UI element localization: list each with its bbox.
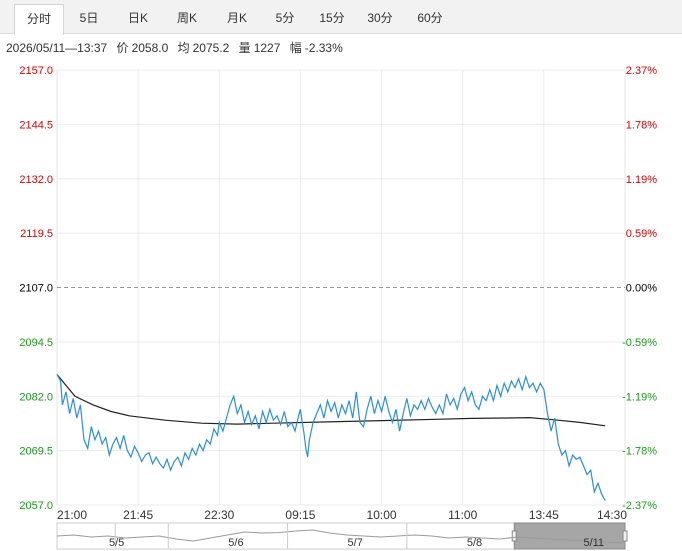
tab-2[interactable]: 日K bbox=[127, 11, 148, 25]
y-tick-label: 2144.5 bbox=[19, 119, 53, 131]
y-tick-pct: 1.19% bbox=[626, 174, 657, 186]
average-price-line bbox=[56, 374, 606, 427]
y-tick-label: 2094.5 bbox=[19, 337, 53, 349]
y-tick-label: 2132.0 bbox=[19, 174, 53, 186]
navigator-selection bbox=[513, 522, 626, 550]
period-tabs: 分时 5日 日K 周K 月K 5分 15分 30分 60分 bbox=[0, 0, 682, 35]
x-tick-label: 21:00 bbox=[57, 508, 87, 522]
quote-datetime: 2026/05/11—13:37 bbox=[6, 41, 108, 55]
avg-label: 均 bbox=[177, 41, 190, 55]
volume-value: 1227 bbox=[253, 41, 281, 55]
tab-4[interactable]: 月K bbox=[226, 11, 247, 25]
navigator-day-label: 5/5 bbox=[109, 537, 124, 549]
y-tick-pct: 2.37% bbox=[626, 65, 657, 77]
tab-5[interactable]: 5分 bbox=[275, 11, 295, 25]
change-value: -2.33% bbox=[304, 41, 343, 55]
navigator-handle-right bbox=[622, 530, 628, 542]
y-tick-pct: -2.37% bbox=[622, 500, 657, 512]
x-tick-label: 21:45 bbox=[123, 508, 153, 522]
avg-value: 2075.2 bbox=[192, 41, 230, 55]
y-tick-pct: 0.59% bbox=[626, 228, 657, 240]
volume-label: 量 bbox=[238, 41, 251, 55]
navigator-day-label: 5/7 bbox=[348, 537, 363, 549]
tab-7[interactable]: 30分 bbox=[367, 11, 393, 25]
y-tick-label: 2157.0 bbox=[19, 65, 53, 77]
tab-0[interactable]: 分时 bbox=[14, 4, 64, 35]
x-tick-label: 22:30 bbox=[204, 508, 234, 522]
y-tick-label: 2119.5 bbox=[20, 228, 53, 240]
y-tick-pct: 1.78% bbox=[626, 119, 657, 131]
quote-info-bar: 2026/05/11—13:37 价 2058.0 均 2075.2 量 1227 幅… bbox=[6, 38, 349, 58]
navigator-day-label: 5/6 bbox=[228, 537, 243, 549]
y-tick-label: 2057.0 bbox=[19, 500, 53, 512]
tab-8[interactable]: 60分 bbox=[417, 11, 443, 25]
y-tick-pct: -1.78% bbox=[622, 446, 657, 458]
y-tick-label: 2082.0 bbox=[19, 391, 53, 403]
x-tick-label: 11:00 bbox=[448, 508, 477, 522]
tab-6[interactable]: 15分 bbox=[319, 11, 345, 25]
price-value: 2058.0 bbox=[131, 41, 169, 55]
y-tick-pct: 0.00% bbox=[626, 283, 657, 295]
navigator-handle-left bbox=[511, 530, 517, 542]
price-line bbox=[56, 374, 606, 501]
x-tick-label: 09:15 bbox=[285, 508, 315, 522]
x-tick-label: 13:45 bbox=[529, 508, 559, 522]
x-tick-label: 10:00 bbox=[367, 508, 397, 522]
y-tick-pct: -1.19% bbox=[622, 391, 657, 403]
tab-3[interactable]: 周K bbox=[176, 11, 197, 25]
y-tick-pct: -0.59% bbox=[622, 337, 657, 349]
navigator-day-label: 5/11 bbox=[583, 537, 604, 549]
tab-1[interactable]: 5日 bbox=[79, 11, 99, 25]
price-label: 价 bbox=[116, 41, 129, 55]
navigator-day-label: 5/8 bbox=[467, 537, 482, 549]
change-label: 幅 bbox=[289, 41, 302, 55]
y-tick-label: 2107.0 bbox=[19, 283, 53, 295]
x-tick-label: 14:30 bbox=[597, 508, 627, 522]
y-tick-label: 2069.5 bbox=[19, 446, 53, 458]
navigator-overview-line bbox=[56, 529, 626, 544]
